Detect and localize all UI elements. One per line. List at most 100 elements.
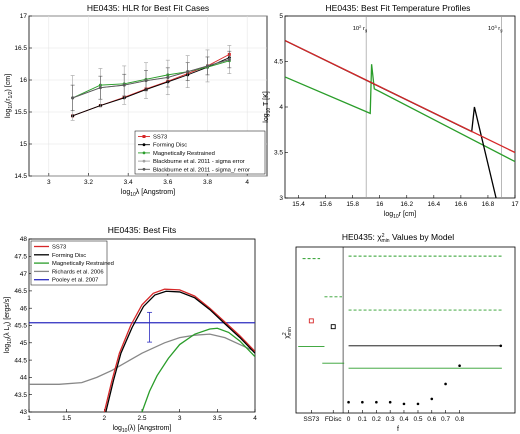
best-fits-y-label: log10(λ Lλ) [ergs/s] — [4, 297, 13, 353]
hlr-legend: SS73 Forming Disc Magnetically Restrained B… — [134, 130, 266, 175]
x-tick-label: 2 — [103, 415, 107, 422]
x-tick-label: 0.5 — [413, 416, 422, 423]
fit-line-ss73 — [103, 288, 255, 412]
x-tick-label: 15.8 — [346, 201, 359, 208]
data-point — [227, 58, 231, 62]
chi2-point — [347, 400, 350, 404]
legend-label: SS73 — [153, 135, 167, 141]
fit-line-magnetically-restrained — [141, 327, 255, 412]
data-point — [206, 64, 209, 68]
data-point — [122, 83, 126, 87]
x-tick-label: 0.1 — [358, 416, 367, 423]
chi2-point — [458, 364, 461, 367]
x-tick-label: 0.6 — [427, 416, 436, 423]
fit-line-richards-et-al-2006 — [29, 333, 255, 385]
legend-label: Magnetically Restrained — [153, 151, 215, 157]
chi2-point — [402, 402, 406, 406]
x-tick-label: 1 — [27, 415, 31, 422]
temperature-series: 102 rg 103 rg — [285, 16, 515, 198]
legend-marker — [142, 159, 146, 163]
y-tick-label: 5 — [279, 13, 283, 20]
y-tick-label: 48 — [20, 236, 28, 243]
temperature-panel: HE0435: Best Fit Temperature Profiles 15… — [263, 3, 519, 220]
legend-label: Richards et al. 2006 — [52, 269, 104, 275]
chi2-point — [416, 402, 420, 406]
temperature-y-ticks: 3 3.5 4 4.5 5 — [274, 13, 288, 202]
legend-marker — [142, 151, 146, 155]
x-tick-label: 3 — [47, 179, 51, 186]
best-fits-x-label: log10(λ) [Angstrom] — [113, 425, 172, 434]
legend-label: Magnetically Restrained — [52, 261, 114, 267]
y-tick-label: 3.5 — [274, 150, 283, 157]
best-fits-y-ticks: 43 43.5 44 44.5 45 45.5 46 46.5 47 47.5 48 — [14, 236, 32, 416]
legend-marker — [142, 143, 146, 147]
series-line — [72, 59, 230, 99]
x-tick-label: 15.4 — [292, 201, 305, 208]
series-line — [72, 60, 230, 99]
chi2-plot-area — [295, 246, 516, 414]
y-tick-label: 16.5 — [14, 45, 27, 52]
chi2-marks — [298, 247, 503, 413]
legend-marker — [142, 167, 146, 171]
chi2-title: HE0435: χ2 min Values by Model — [342, 232, 454, 244]
legend-label: Blackburne et al. 2011 - sigma error — [153, 159, 245, 165]
chi2-point — [430, 397, 434, 401]
x-tick-label: 2.5 — [137, 415, 146, 422]
x-tick-label: 3.4 — [124, 179, 133, 186]
legend-label: Pooley et al. 2007 — [52, 278, 98, 284]
legend-label: Blackburne et al. 2011 - sigma_r error — [153, 167, 250, 173]
hlr-y-label: log10(r1/2) [cm] — [5, 74, 14, 118]
best-fits-panel: HE0435: Best Fits 1 1.5 2 2.5 3 3.5 4 43 43.5 44… — [4, 225, 257, 434]
y-tick-label: 15 — [20, 141, 28, 148]
x-tick-label: 4 — [253, 415, 257, 422]
data-point — [186, 70, 190, 74]
chi2-panel: HE0435: χ2 min Values by Model SS73 FDisc 0… — [282, 232, 516, 433]
y-tick-label: 44.5 — [14, 357, 27, 364]
best-fits-series — [29, 288, 255, 412]
x-tick-label: 0.8 — [455, 416, 464, 423]
y-tick-label: 3 — [279, 195, 283, 202]
x-tick-label: 0 — [347, 416, 351, 423]
x-tick-label: 16 — [376, 201, 384, 208]
best-fits-title: HE0435: Best Fits — [108, 225, 177, 235]
y-tick-label: 4.5 — [274, 59, 283, 66]
y-tick-label: 46.5 — [14, 288, 27, 295]
best-fits-legend: SS73 Forming Disc Magnetically Restrained R… — [30, 240, 114, 286]
y-tick-label: 4 — [279, 104, 283, 111]
hlr-title: HE0435: HLR for Best Fit Cases — [87, 3, 209, 13]
x-tick-label: 1.5 — [62, 415, 71, 422]
x-tick-label: 0.2 — [372, 416, 381, 423]
hlr-panel: HE0435: HLR for Best Fit Cases 3 3.2 3.4 3.… — [5, 3, 268, 198]
chi2-x-label: f — [397, 426, 399, 433]
y-tick-label: 43 — [20, 409, 28, 416]
legend-label: Forming Disc — [52, 253, 86, 259]
temperature-x-ticks: 15.4 15.6 15.8 16 16.2 16.4 16.6 16.8 17 — [292, 195, 519, 208]
x-tick-label: FDisc — [325, 416, 342, 423]
series-line — [72, 57, 230, 117]
y-tick-label: 45 — [20, 340, 28, 347]
chi2-point — [361, 400, 364, 404]
y-tick-label: 46 — [20, 305, 28, 312]
temperature-line-magnetically-restrained — [285, 64, 515, 163]
y-tick-label: 14.5 — [14, 173, 27, 180]
data-point — [98, 86, 102, 90]
legend-box — [134, 130, 266, 175]
series-blackburne-et-al-2011-sigma-r-error — [70, 50, 232, 112]
x-tick-label: 3.8 — [203, 179, 212, 186]
y-tick-label: 45.5 — [14, 323, 27, 330]
temperature-plot-area — [284, 15, 516, 199]
chi2-square-marker — [330, 324, 336, 330]
radius-marker-label: 102 rg — [353, 24, 367, 33]
chi2-square-marker — [308, 318, 314, 324]
y-tick-label: 17 — [20, 13, 28, 20]
legend-marker — [142, 135, 146, 138]
hlr-x-label: log10λ [Angstrom] — [121, 189, 175, 198]
legend-label: SS73 — [52, 245, 66, 251]
chi2-x-ticks: SS73 FDisc 0 0.1 0.2 0.3 0.4 0.5 0.6 0.7 0.8 — [303, 410, 464, 423]
x-tick-label: 3 — [178, 415, 182, 422]
temperature-title: HE0435: Best Fit Temperature Profiles — [326, 3, 471, 13]
hlr-series — [70, 45, 232, 121]
x-tick-label: 4 — [245, 179, 249, 186]
y-tick-label: 47.5 — [14, 254, 27, 261]
